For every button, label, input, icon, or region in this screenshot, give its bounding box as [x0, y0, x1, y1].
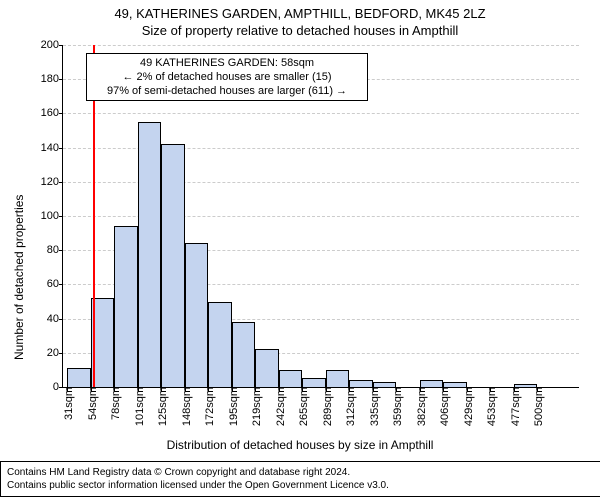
- y-tick-label: 40: [47, 313, 59, 325]
- x-tick-label: 359sqm: [392, 387, 404, 426]
- footer-line-2: Contains public sector information licen…: [7, 479, 600, 492]
- y-tick-mark: [59, 113, 63, 114]
- x-tick-label: 195sqm: [228, 387, 240, 426]
- histogram-bar: [185, 243, 209, 387]
- y-tick-mark: [59, 353, 63, 354]
- x-tick-label: 500sqm: [533, 387, 545, 426]
- x-tick-label: 382sqm: [416, 387, 428, 426]
- y-axis-label: Number of detached properties: [12, 195, 26, 360]
- x-tick-label: 335sqm: [369, 387, 381, 426]
- grid-line: [63, 113, 579, 114]
- y-tick-label: 0: [53, 381, 59, 393]
- grid-line: [63, 45, 579, 46]
- x-tick-label: 429sqm: [463, 387, 475, 426]
- x-tick-label: 453sqm: [486, 387, 498, 426]
- annotation-line-2: ← 2% of detached houses are smaller (15): [93, 70, 361, 84]
- y-tick-label: 60: [47, 278, 59, 290]
- histogram-bar: [420, 380, 444, 387]
- annotation-line-3: 97% of semi-detached houses are larger (…: [93, 84, 361, 98]
- x-tick-label: 31sqm: [63, 387, 75, 420]
- y-tick-label: 80: [47, 244, 59, 256]
- histogram-bar: [138, 122, 162, 387]
- y-tick-label: 160: [41, 107, 59, 119]
- x-tick-label: 54sqm: [87, 387, 99, 420]
- y-tick-label: 120: [41, 176, 59, 188]
- address-title: 49, KATHERINES GARDEN, AMPTHILL, BEDFORD…: [0, 6, 600, 21]
- x-tick-label: 406sqm: [439, 387, 451, 426]
- y-tick-mark: [59, 45, 63, 46]
- histogram-bar: [302, 378, 326, 387]
- histogram-bar: [114, 226, 138, 387]
- x-tick-label: 148sqm: [181, 387, 193, 426]
- y-tick-mark: [59, 284, 63, 285]
- y-tick-mark: [59, 79, 63, 80]
- y-tick-mark: [59, 216, 63, 217]
- y-tick-label: 180: [41, 73, 59, 85]
- x-tick-label: 312sqm: [345, 387, 357, 426]
- y-tick-mark: [59, 319, 63, 320]
- x-tick-label: 477sqm: [510, 387, 522, 426]
- annotation-box: 49 KATHERINES GARDEN: 58sqm ← 2% of deta…: [86, 53, 368, 101]
- annotation-line-1: 49 KATHERINES GARDEN: 58sqm: [93, 56, 361, 70]
- y-tick-label: 100: [41, 210, 59, 222]
- x-tick-label: 101sqm: [134, 387, 146, 426]
- histogram-bar: [279, 370, 303, 387]
- y-tick-label: 20: [47, 347, 59, 359]
- y-tick-mark: [59, 250, 63, 251]
- histogram-bar: [161, 144, 185, 387]
- y-tick-label: 140: [41, 142, 59, 154]
- y-tick-mark: [59, 148, 63, 149]
- y-tick-label: 200: [41, 39, 59, 51]
- histogram-bar: [326, 370, 350, 387]
- footer-attribution: Contains HM Land Registry data © Crown c…: [0, 461, 600, 497]
- histogram-bar: [208, 302, 232, 388]
- x-tick-label: 219sqm: [251, 387, 263, 426]
- footer-line-1: Contains HM Land Registry data © Crown c…: [7, 466, 600, 479]
- y-tick-mark: [59, 182, 63, 183]
- histogram-bar: [255, 349, 279, 387]
- x-axis-caption: Distribution of detached houses by size …: [0, 438, 600, 452]
- x-tick-label: 289sqm: [322, 387, 334, 426]
- x-tick-label: 78sqm: [110, 387, 122, 420]
- x-tick-label: 265sqm: [298, 387, 310, 426]
- histogram-bar: [349, 380, 373, 387]
- subtitle: Size of property relative to detached ho…: [0, 23, 600, 38]
- x-tick-label: 125sqm: [157, 387, 169, 426]
- histogram-bar: [67, 368, 91, 387]
- x-tick-label: 242sqm: [275, 387, 287, 426]
- histogram-bar: [232, 322, 256, 387]
- x-tick-label: 172sqm: [204, 387, 216, 426]
